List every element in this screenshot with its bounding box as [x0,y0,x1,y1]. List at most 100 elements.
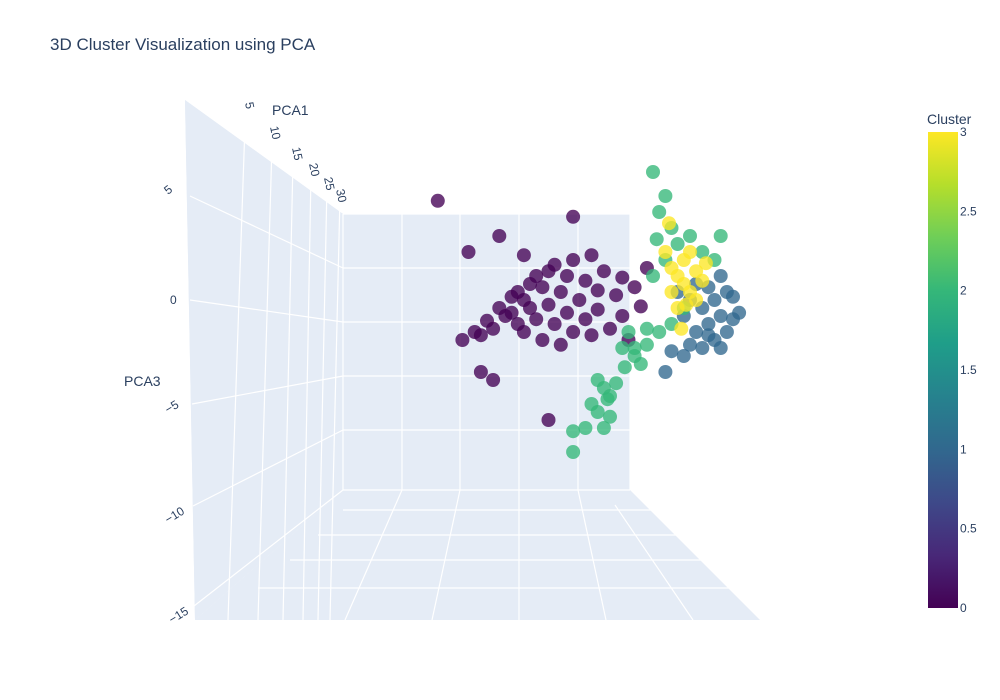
data-point-cluster-2 [658,189,673,203]
data-point-cluster-0 [529,269,544,283]
data-point-cluster-2 [621,325,636,339]
data-point-cluster-2 [603,409,617,424]
colorbar [928,132,958,608]
data-point-cluster-2 [652,325,667,339]
data-point-cluster-0 [560,305,574,320]
data-point-cluster-0 [541,297,556,312]
data-point-cluster-0 [553,337,568,352]
data-point-cluster-0 [603,321,617,336]
data-point-cluster-1 [701,317,716,331]
data-point-cluster-0 [609,288,624,303]
data-point-cluster-2 [695,245,710,259]
x-tick-label: 30 [333,188,350,204]
data-point-cluster-1 [726,289,740,304]
grid-line [191,375,344,405]
x-tick-label: 20 [306,162,323,178]
data-point-cluster-0 [523,301,537,315]
grid-line [614,504,694,621]
data-point-cluster-0 [615,270,630,285]
data-point-cluster-2 [649,232,664,247]
z-tick-label: 0 [170,293,177,307]
data-point-cluster-2 [566,424,581,439]
data-point-cluster-3 [664,285,679,299]
data-point-cluster-0 [492,229,507,243]
data-point-cluster-2 [609,376,624,391]
data-point-cluster-0 [566,253,581,267]
data-point-cluster-0 [590,302,605,317]
data-point-cluster-1 [676,349,691,363]
z-tick-label: −10 [162,504,187,527]
data-point-cluster-2 [639,337,654,352]
data-point-cluster-2 [670,237,685,251]
data-point-cluster-2 [683,229,697,243]
data-point-cluster-3 [679,297,694,312]
data-point-cluster-2 [617,360,632,375]
data-point-cluster-2 [646,269,660,283]
grid-line [302,172,312,621]
data-point-cluster-0 [572,293,587,307]
data-point-cluster-0 [461,245,476,259]
data-point-cluster-2 [600,392,615,407]
data-point-cluster-0 [473,365,488,379]
data-point-cluster-2 [627,341,642,355]
grid-line [192,429,344,507]
grid-line [282,159,294,621]
data-point-cluster-0 [560,269,574,283]
data-point-cluster-2 [590,405,605,419]
data-point-cluster-2 [596,421,611,435]
data-point-cluster-3 [674,321,689,336]
colorbar-tick-label: 1.5 [960,363,977,377]
data-point-cluster-0 [535,280,550,295]
z-tick-label: −5 [162,397,181,416]
scatter-markers [430,165,747,459]
data-point-cluster-0 [541,413,556,427]
data-point-cluster-1 [658,365,673,379]
data-point-cluster-0 [535,333,550,347]
data-point-cluster-0 [504,305,519,320]
z-tick-label: 5 [161,182,175,197]
data-point-cluster-0 [529,312,544,327]
z-tick-label: −15 [166,604,191,627]
data-point-cluster-0 [578,312,593,327]
data-point-cluster-2 [615,341,630,355]
data-point-cluster-3 [662,216,676,231]
grid-line [193,489,344,607]
data-point-cluster-0 [590,283,605,298]
grid-line [189,299,344,323]
grid-line [344,489,403,621]
data-point-cluster-2 [713,229,728,243]
z-axis-ticks: 5 0 −5 −10 −15 [161,182,191,627]
x-tick-label: 15 [289,146,306,162]
grid-line [329,195,341,621]
data-point-cluster-0 [596,264,611,279]
grid-line [317,183,328,621]
grid-line [227,124,246,621]
data-point-cluster-0 [430,193,445,208]
colorbar-tick-label: 2.5 [960,204,977,218]
data-point-cluster-0 [633,299,648,314]
colorbar-tick-label: 0 [960,601,967,615]
data-point-cluster-0 [578,273,593,288]
data-point-cluster-1 [701,328,716,343]
data-point-cluster-0 [615,309,630,323]
x-tick-label: 10 [267,125,284,141]
data-point-cluster-3 [683,245,697,259]
data-point-cluster-3 [698,256,713,271]
data-point-cluster-0 [516,248,531,263]
data-point-cluster-0 [486,321,501,336]
data-point-cluster-0 [473,328,488,343]
data-point-cluster-0 [627,280,642,295]
data-point-cluster-2 [646,165,660,179]
colorbar-tick-label: 2 [960,284,967,298]
data-point-cluster-2 [652,205,667,219]
data-point-cluster-0 [547,257,562,272]
grid-lines [189,124,733,621]
data-point-cluster-0 [547,317,562,331]
colorbar-tick-label: 0.5 [960,522,977,536]
data-point-cluster-1 [719,325,734,339]
data-point-cluster-1 [664,344,679,359]
data-point-cluster-2 [639,321,654,336]
grid-line [431,489,461,621]
